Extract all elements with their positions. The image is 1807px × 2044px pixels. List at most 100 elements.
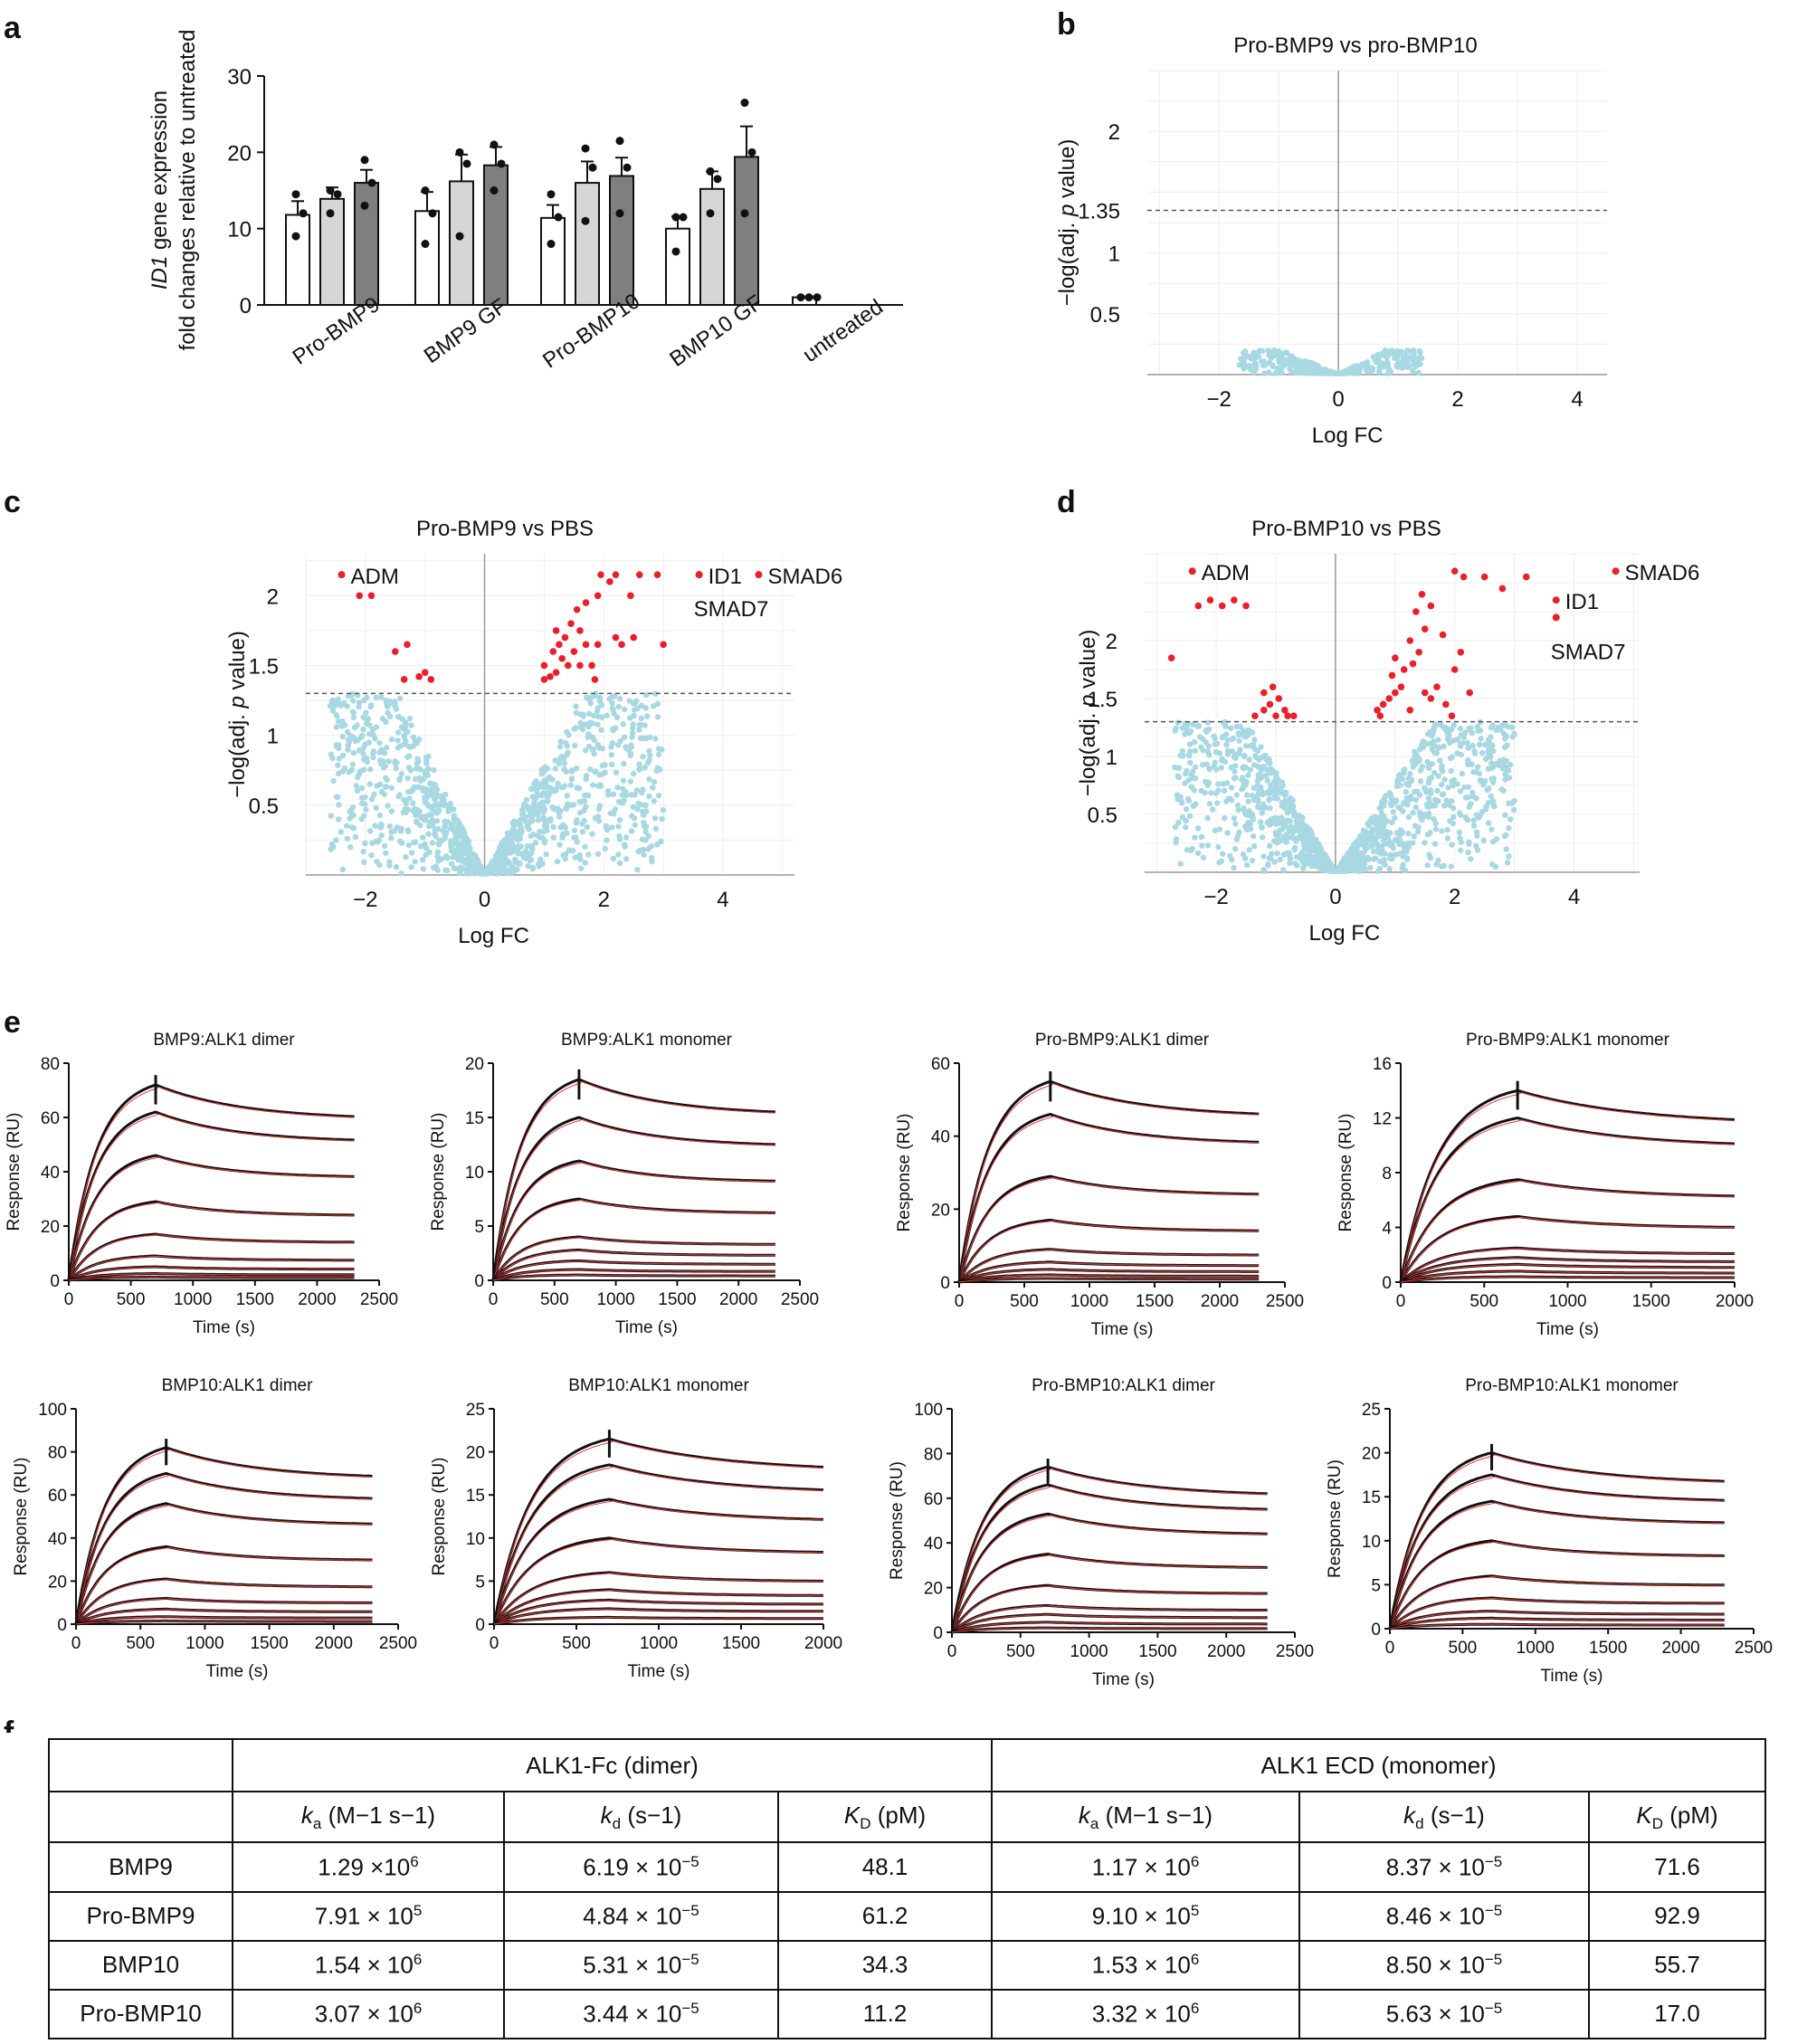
- gene-point: [363, 806, 369, 813]
- gene-point: [1448, 863, 1454, 870]
- x-tick-label: 500: [1469, 1292, 1498, 1311]
- gene-point: [1464, 757, 1471, 764]
- gene-point: [1273, 782, 1279, 789]
- gene-point: [589, 831, 595, 837]
- gene-point: [333, 742, 339, 748]
- significant-gene-point: [1439, 631, 1447, 639]
- labeled-gene-point: [695, 571, 703, 579]
- row-name: Pro-BMP10: [48, 1988, 233, 2040]
- gene-point: [576, 852, 584, 859]
- gene-point: [423, 767, 431, 775]
- x-tick-label: 0: [1332, 387, 1344, 412]
- fit-curve: [958, 1274, 1260, 1283]
- y-tick-label: 15: [465, 1109, 484, 1128]
- gene-point: [1265, 766, 1271, 774]
- y-tick-label: 20: [227, 141, 252, 166]
- cell-KD-dimer: 48.1: [777, 1841, 993, 1893]
- gene-point: [403, 800, 410, 807]
- gene-point: [561, 760, 568, 766]
- gene-point: [350, 714, 357, 721]
- gene-point: [566, 847, 573, 853]
- gene-point: [1354, 864, 1361, 870]
- sensorgram-trace: [74, 1446, 373, 1625]
- gene-point: [403, 719, 409, 726]
- gene-point: [604, 712, 611, 718]
- cell-KD-monomer: 71.6: [1588, 1841, 1766, 1893]
- fit-curve: [75, 1598, 373, 1625]
- gene-point: [1372, 820, 1379, 827]
- gene-point: [395, 737, 401, 744]
- gene-point: [1257, 819, 1264, 825]
- gene-point: [1307, 842, 1314, 849]
- gene-point: [373, 724, 380, 730]
- x-tick-label: 2: [1451, 387, 1463, 412]
- gene-point: [1206, 765, 1213, 773]
- y-tick-label: 5: [474, 1218, 484, 1237]
- gene-point: [1297, 822, 1304, 830]
- gene-point: [404, 828, 412, 835]
- y-tick-label: 0: [940, 1274, 950, 1293]
- x-axis-label: Time (s): [1092, 1670, 1155, 1689]
- spr-panel: 0 20 40 60 0 500 1000 1500 2000 2500 Pro-BMP9:ALK1…: [895, 1031, 1304, 1339]
- gene-point: [388, 835, 395, 841]
- gene-point: [1401, 358, 1407, 365]
- gene-point: [1292, 813, 1298, 819]
- significant-gene-point: [1397, 683, 1405, 690]
- fit-curve: [951, 1554, 1268, 1633]
- volcano-chart-c: −2 0 2 4 0.5 1 1.5 2 Pro-BMP9 vs PBS Log FC −log(a…: [225, 517, 842, 948]
- gene-point: [523, 796, 530, 803]
- gene-point: [1259, 810, 1265, 816]
- gene-point: [395, 745, 402, 751]
- gene-point: [584, 823, 591, 831]
- gene-point: [339, 718, 346, 725]
- fit-curve: [1389, 1541, 1725, 1630]
- gene-point: [615, 742, 622, 748]
- gene-point: [1378, 815, 1385, 822]
- gene-point: [435, 841, 442, 848]
- gene-point: [1356, 850, 1364, 857]
- significant-gene-point: [367, 592, 376, 600]
- table-header-row: ka (M−1 s−1) kd (s−1) KD (pM) ka (M−1 s−…: [48, 1791, 1766, 1844]
- gene-point: [574, 784, 580, 791]
- gene-point: [1501, 744, 1508, 751]
- gene-point: [1245, 798, 1251, 804]
- gene-point: [352, 737, 358, 745]
- data-point: [747, 147, 756, 157]
- y-tick-label: 12: [1373, 1110, 1392, 1129]
- gene-label: ADM: [1202, 561, 1250, 585]
- gene-point: [547, 784, 553, 791]
- fit-curve: [1389, 1611, 1725, 1630]
- gene-point: [1232, 768, 1238, 775]
- gene-point: [348, 766, 355, 774]
- gene-point: [577, 719, 584, 727]
- significant-gene-point: [612, 571, 620, 578]
- gene-point: [627, 752, 634, 759]
- gene-point: [1417, 767, 1424, 774]
- fit-curve: [1400, 1092, 1736, 1283]
- sensorgram-trace: [950, 1483, 1268, 1633]
- bar: [540, 216, 566, 306]
- gene-point: [655, 751, 662, 758]
- x-tick-label: −2: [353, 888, 377, 912]
- spr-panel: 0 5 10 15 20 25 0 500 1000 1500 2000 BMP10:ALK1 mon…: [430, 1376, 842, 1681]
- gene-point: [1212, 759, 1218, 765]
- sensorgram-trace: [67, 1154, 355, 1281]
- gene-point: [1440, 791, 1447, 797]
- gene-point: [1431, 816, 1437, 822]
- gene-point: [559, 784, 566, 791]
- gene-point: [658, 838, 664, 845]
- gene-point: [1229, 736, 1235, 743]
- data-point: [490, 186, 499, 195]
- y-tick-label: 10: [466, 1530, 485, 1549]
- gene-point: [581, 817, 587, 824]
- gene-point: [1186, 741, 1194, 747]
- x-tick-label: 0: [71, 1634, 81, 1653]
- gene-point: [1300, 865, 1307, 871]
- gene-point: [1454, 781, 1460, 787]
- gene-point: [1222, 815, 1228, 822]
- gene-point: [1345, 367, 1351, 375]
- gene-point: [1190, 721, 1196, 727]
- gene-point: [594, 851, 602, 858]
- data-point: [547, 190, 556, 199]
- gene-point: [385, 758, 393, 765]
